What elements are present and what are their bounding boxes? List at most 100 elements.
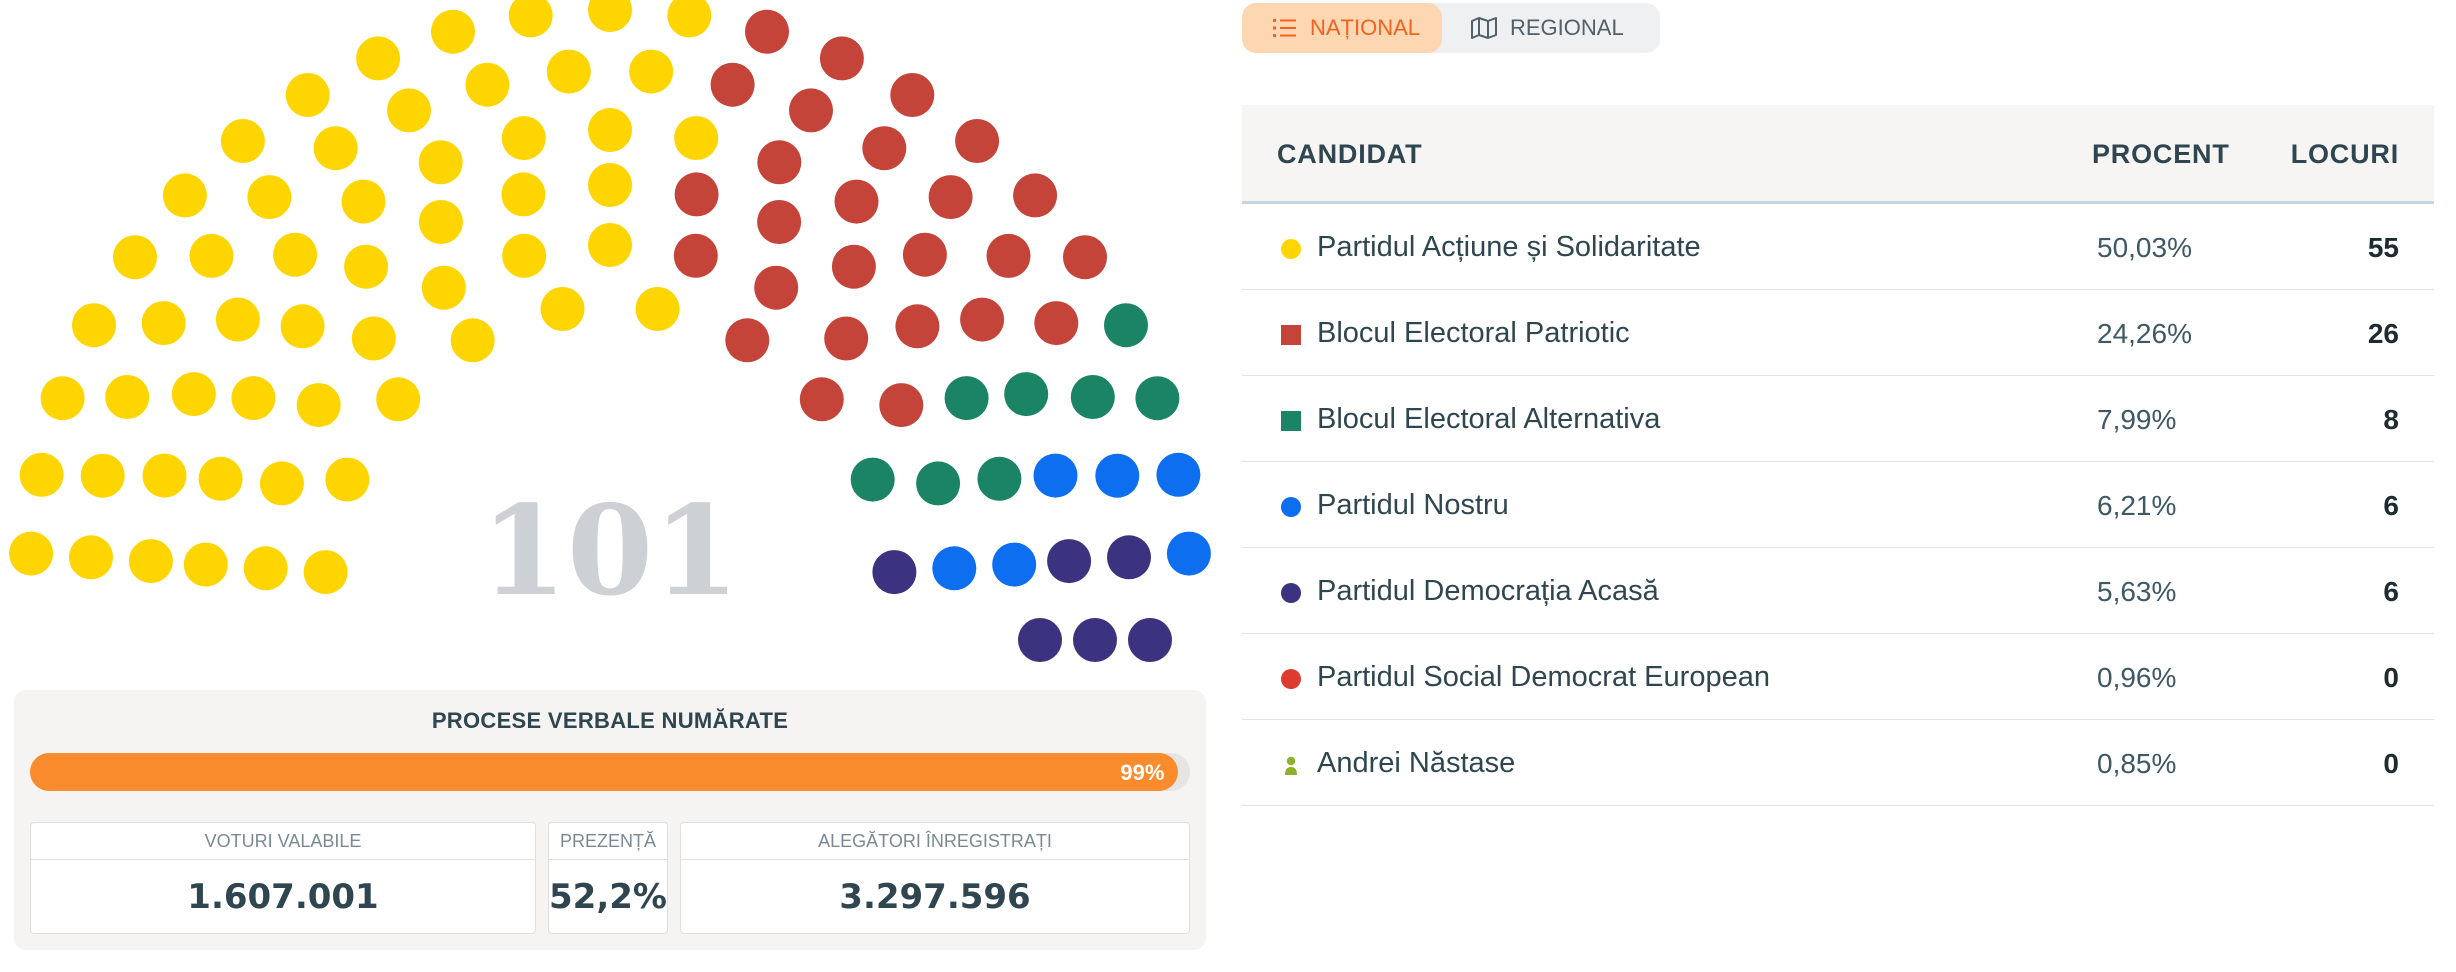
- seat: [1166, 531, 1211, 576]
- reports-counted-panel: PROCESE VERBALE NUMĂRATE 99% VOTURI VALA…: [14, 690, 1206, 950]
- header-percent[interactable]: PROCENT: [2092, 139, 2230, 169]
- candidate-percent: 24,26%: [2097, 318, 2192, 349]
- national-tab[interactable]: NAȚIONAL: [1242, 3, 1442, 53]
- party-color-marker: [1281, 411, 1301, 431]
- candidate-seats: 8: [2383, 404, 2399, 435]
- candidate-seats: 6: [2383, 576, 2399, 607]
- party-color-marker: [1281, 239, 1301, 259]
- seat: [376, 377, 421, 422]
- seat: [588, 163, 632, 207]
- results-table: CANDIDAT PROCENT LOCURI Partidul Acțiune…: [1242, 105, 2434, 806]
- national-tab-label: NAȚIONAL: [1310, 15, 1421, 40]
- registered-voters-box: ALEGĂTORI ÎNREGISTRAȚI 3.297.596: [680, 822, 1190, 934]
- seat: [879, 383, 924, 428]
- seat: [171, 372, 216, 417]
- table-row[interactable]: Blocul Electoral Patriotic 24,26% 26: [1242, 290, 2434, 376]
- header-seats[interactable]: LOCURI: [2290, 139, 2399, 169]
- candidate-name: Partidul Social Democrat European: [1317, 661, 1770, 693]
- seat: [313, 126, 358, 171]
- seat: [674, 116, 719, 161]
- candidate-percent: 50,03%: [2097, 232, 2192, 263]
- seat: [325, 457, 370, 502]
- header-candidate[interactable]: CANDIDAT: [1277, 139, 1423, 169]
- seat: [588, 223, 632, 267]
- seat: [986, 233, 1031, 278]
- seat: [831, 244, 876, 289]
- seat: [540, 287, 585, 331]
- seat: [142, 453, 187, 498]
- seat: [303, 550, 348, 595]
- reports-progress-bar: 99%: [30, 753, 1190, 791]
- seat: [977, 456, 1022, 501]
- seat: [824, 316, 869, 361]
- candidate-name: Partidul Democrația Acasă: [1317, 575, 1659, 607]
- seat: [902, 232, 947, 277]
- valid-votes-label: VOTURI VALABILE: [31, 823, 535, 860]
- turnout-box: PREZENȚĂ 52,2%: [548, 822, 668, 934]
- candidate-percent: 0,96%: [2097, 662, 2177, 693]
- party-color-marker: [1281, 669, 1301, 689]
- seat: [1104, 303, 1148, 348]
- seat: [1063, 235, 1107, 280]
- seat: [754, 265, 799, 310]
- total-seats: 101: [480, 479, 740, 624]
- table-row[interactable]: Partidul Social Democrat European 0,96% 0: [1242, 634, 2434, 720]
- candidate-seats: 26: [2367, 318, 2399, 349]
- seat: [198, 456, 243, 501]
- seat: [960, 297, 1005, 342]
- table-row[interactable]: Partidul Democrația Acasă 5,63% 6: [1242, 548, 2434, 634]
- seat: [673, 233, 718, 278]
- seat: [725, 318, 770, 363]
- seat: [1073, 618, 1117, 662]
- seat: [450, 318, 495, 363]
- seat: [890, 73, 935, 117]
- seat: [351, 316, 396, 361]
- seat: [1004, 372, 1049, 417]
- seat: [69, 535, 113, 580]
- seat: [9, 531, 54, 576]
- seat: [757, 200, 802, 244]
- seat: [113, 235, 157, 280]
- party-color-marker: [1281, 583, 1301, 603]
- table-row[interactable]: Blocul Electoral Alternativa 7,99% 8: [1242, 376, 2434, 462]
- seat: [285, 73, 330, 117]
- seat: [588, 0, 632, 32]
- seat: [916, 461, 961, 506]
- seat: [629, 49, 674, 94]
- seat: [80, 453, 125, 498]
- seat: [674, 172, 719, 217]
- seat: [273, 232, 318, 277]
- seat: [1135, 376, 1180, 421]
- table-row[interactable]: Andrei Năstase 0,85% 0: [1242, 720, 2434, 806]
- seat: [421, 265, 466, 310]
- seat: [1018, 618, 1062, 662]
- results-table-header: CANDIDAT PROCENT LOCURI: [1242, 105, 2434, 204]
- seat: [895, 304, 940, 349]
- valid-votes-box: VOTURI VALABILE 1.607.001: [30, 822, 536, 934]
- registered-voters-label: ALEGĂTORI ÎNREGISTRAȚI: [681, 823, 1189, 860]
- seat: [220, 119, 265, 163]
- table-row[interactable]: Partidul Nostru 6,21% 6: [1242, 462, 2434, 548]
- candidate-name: Andrei Năstase: [1317, 747, 1516, 779]
- party-color-marker: [1281, 497, 1301, 517]
- seat: [1033, 453, 1078, 498]
- seat: [1095, 453, 1140, 498]
- seat: [588, 108, 632, 152]
- seat: [341, 179, 386, 224]
- table-row[interactable]: Partidul Acțiune și Solidaritate 50,03% 55: [1242, 204, 2434, 290]
- seat: [105, 375, 150, 419]
- valid-votes-value: 1.607.001: [187, 877, 379, 917]
- map-icon: [1470, 16, 1498, 40]
- seat: [247, 175, 292, 220]
- seat: [789, 88, 833, 133]
- seat: [19, 452, 64, 497]
- seat: [259, 461, 304, 506]
- list-icon: [1272, 17, 1298, 39]
- regional-tab-label: REGIONAL: [1510, 15, 1624, 40]
- seat: [1107, 535, 1151, 580]
- candidate-name: Partidul Acțiune și Solidaritate: [1317, 231, 1701, 263]
- person-icon: [1281, 755, 1301, 775]
- regional-tab[interactable]: REGIONAL: [1446, 3, 1660, 53]
- parliament-seats: [9, 0, 1211, 662]
- candidate-seats: 6: [2383, 490, 2399, 521]
